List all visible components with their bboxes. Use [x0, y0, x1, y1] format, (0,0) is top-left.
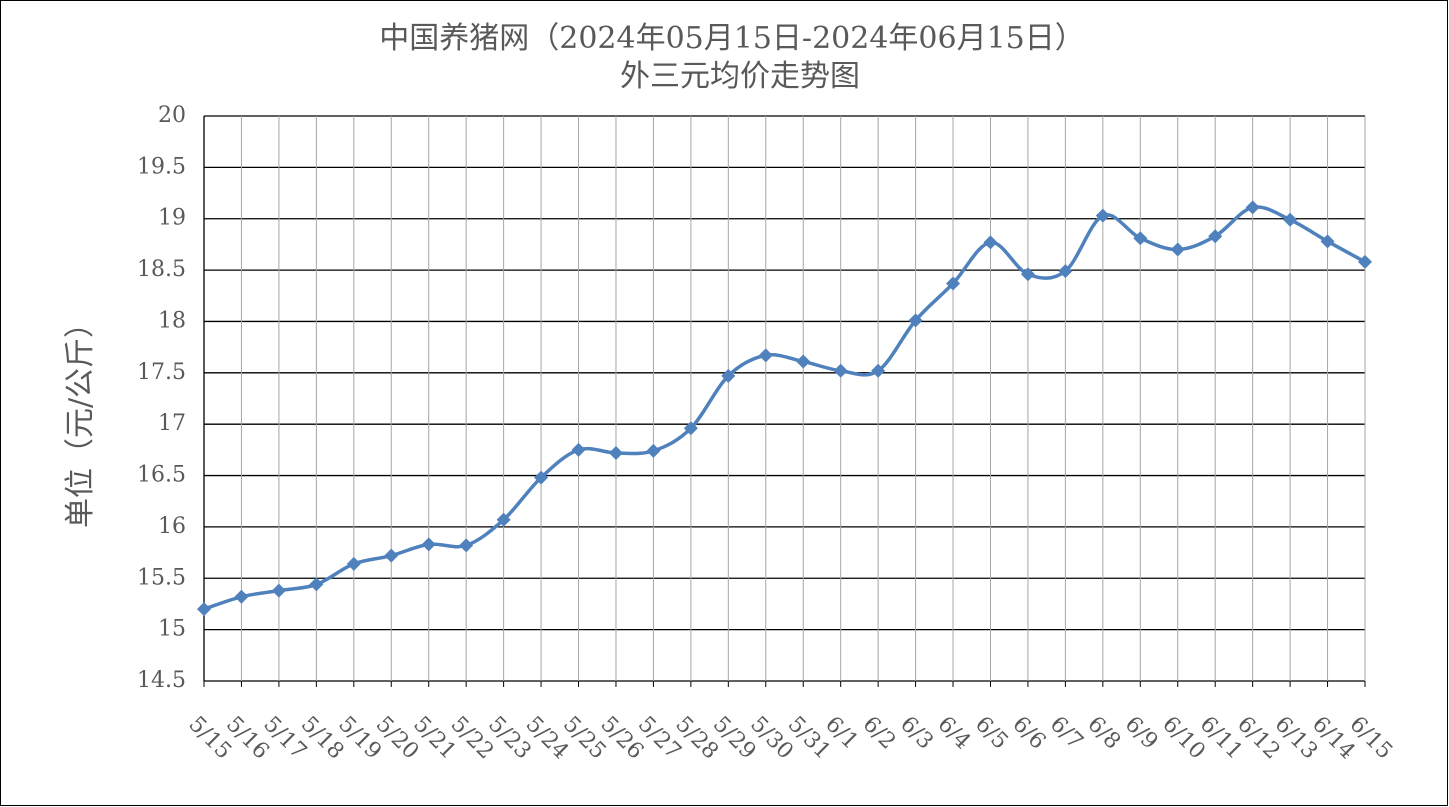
point-marker — [983, 235, 998, 250]
point-marker — [459, 538, 474, 553]
point-marker — [496, 512, 511, 527]
y-tick-label: 16 — [158, 514, 186, 539]
y-axis-label: 单位（元/公斤） — [63, 308, 98, 528]
point-marker — [608, 445, 623, 460]
point-marker — [309, 577, 324, 592]
point-marker — [534, 470, 549, 485]
y-tick-label: 18.5 — [137, 257, 186, 282]
y-tick-label: 19 — [158, 206, 186, 231]
point-marker — [197, 602, 211, 617]
point-marker — [1170, 242, 1185, 257]
point-marker — [571, 442, 586, 457]
point-marker — [646, 443, 661, 458]
point-marker — [871, 363, 886, 378]
point-marker — [421, 537, 436, 552]
y-tick-label: 16.5 — [137, 463, 186, 488]
point-marker — [721, 368, 736, 383]
y-tick-label: 20 — [158, 103, 186, 128]
point-marker — [1320, 234, 1335, 249]
point-marker — [1245, 200, 1260, 215]
chart-title: 中国养猪网（2024年05月15日-2024年06月15日） — [379, 21, 1085, 56]
point-marker — [1020, 267, 1035, 282]
point-marker — [1133, 231, 1148, 246]
point-marker — [1208, 229, 1223, 244]
y-tick-label: 19.5 — [137, 154, 186, 179]
y-tick-label: 17.5 — [137, 360, 186, 385]
y-tick-label: 18 — [158, 308, 186, 333]
point-marker — [234, 589, 249, 604]
point-marker — [758, 348, 773, 363]
point-marker — [1058, 264, 1073, 279]
point-marker — [833, 363, 848, 378]
chart-subtitle: 外三元均价走势图 — [620, 59, 860, 94]
y-tick-label: 15.5 — [137, 565, 186, 590]
point-marker — [796, 354, 811, 369]
point-marker — [384, 548, 399, 563]
point-marker — [271, 583, 286, 598]
y-tick-label: 17 — [158, 411, 186, 436]
y-tick-label: 15 — [158, 617, 186, 642]
point-marker — [1283, 212, 1298, 227]
point-marker — [1358, 254, 1372, 269]
point-marker — [946, 276, 961, 291]
point-marker — [1095, 208, 1110, 223]
point-marker — [908, 313, 923, 328]
point-marker — [683, 421, 698, 436]
y-tick-label: 14.5 — [137, 668, 186, 693]
point-marker — [346, 556, 361, 571]
